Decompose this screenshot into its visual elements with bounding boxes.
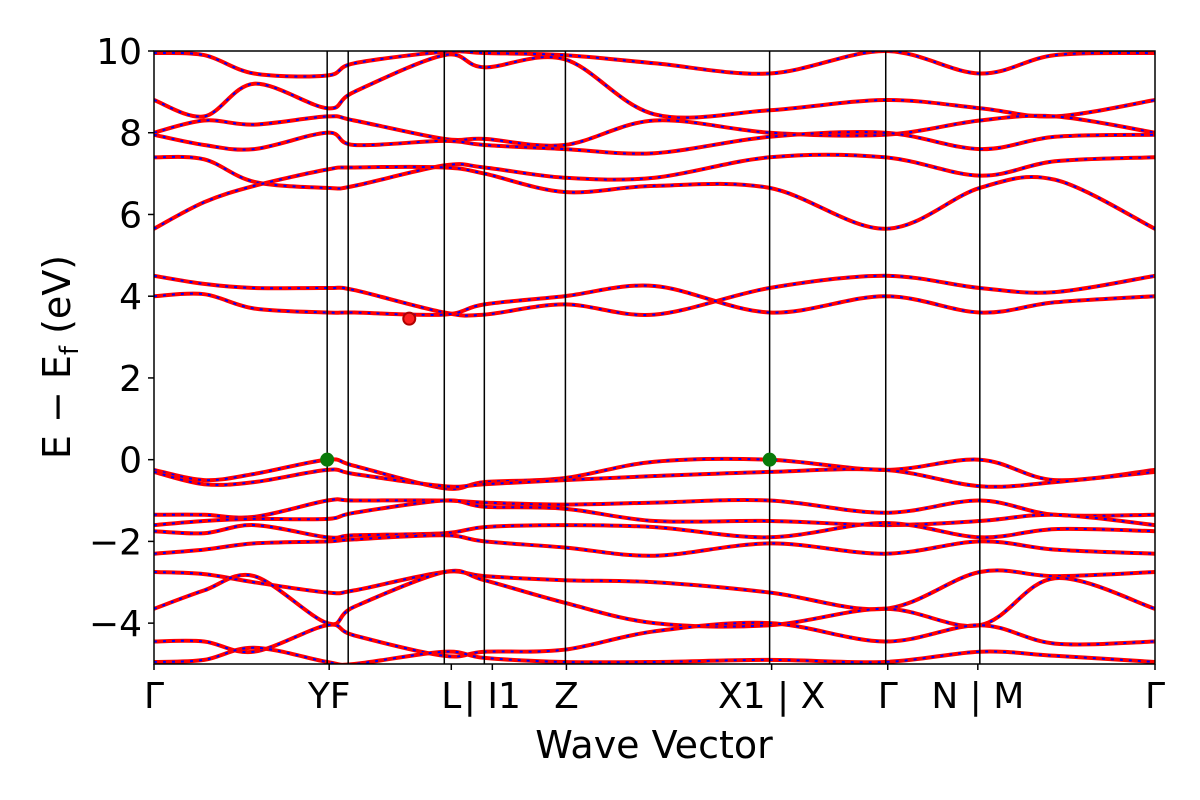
y-tick-label: −2: [89, 522, 142, 563]
x-tick-label: Γ: [878, 676, 898, 717]
band-line: [154, 130, 1155, 156]
band-14: [154, 533, 1155, 558]
band-15: [154, 568, 1155, 612]
band-2: [154, 52, 1155, 120]
band-line: [154, 467, 1155, 489]
x-tick-label: YF: [307, 676, 351, 717]
plot-frame: [153, 50, 1156, 665]
band-6: [154, 164, 1155, 231]
band-line: [154, 52, 1155, 120]
y-axis-title-tail: (eV): [35, 255, 79, 346]
y-axis-title: E − Ef (eV): [35, 255, 85, 459]
band-4: [154, 130, 1155, 156]
band-line: [154, 152, 1155, 191]
y-tick-label: 8: [119, 114, 142, 155]
band-5: [154, 152, 1155, 191]
x-tick-label: L: [441, 676, 461, 717]
extremum-marker: [762, 452, 777, 467]
band-18: [154, 645, 1155, 664]
y-axis-title-subscript: f: [55, 345, 85, 355]
band-dashed-overlay: [154, 114, 1155, 147]
y-axis-ticks: 10 8 6 4 2 0 −2 −4: [89, 32, 154, 645]
y-tick-label: −4: [89, 604, 142, 645]
band-10: [154, 467, 1155, 489]
bands-layer: [154, 51, 1155, 664]
extremum-marker: [402, 311, 417, 326]
band-dashed-overlay: [154, 646, 1155, 664]
x-tick-label: X1 | X: [718, 676, 825, 717]
band-dashed-overlay: [154, 51, 1155, 78]
band-dashed-overlay: [154, 569, 1155, 628]
band-3: [154, 113, 1155, 148]
band-line: [154, 113, 1155, 148]
band-line: [154, 568, 1155, 629]
y-tick-label: 10: [96, 32, 142, 73]
band-13: [154, 520, 1155, 540]
band-line: [154, 533, 1155, 558]
band-11: [154, 497, 1155, 520]
band-16: [154, 568, 1155, 629]
y-axis-title-main: E − E: [35, 355, 79, 459]
band-dashed-overlay: [154, 165, 1155, 230]
x-tick-label: N | M: [931, 676, 1024, 717]
y-tick-label: 4: [119, 277, 142, 318]
extremum-markers: [320, 311, 777, 467]
band-dashed-overlay: [154, 468, 1155, 488]
x-axis-title: Wave Vector: [535, 723, 773, 767]
x-tick-label: Z: [554, 676, 579, 717]
kpath-vertical-lines: [326, 51, 981, 664]
x-axis-ticks: Γ YF L | I1 Z X1 | X Γ N | M Γ: [144, 664, 1165, 717]
band-1: [154, 51, 1155, 79]
x-tick-label: Γ: [144, 676, 164, 717]
band-dashed-overlay: [154, 274, 1155, 317]
y-tick-label: 0: [119, 441, 142, 482]
y-tick-label: 6: [119, 195, 142, 236]
x-tick-label: Γ: [1145, 676, 1165, 717]
y-tick-label: 2: [119, 359, 142, 400]
x-tick-label: | I1: [464, 676, 521, 717]
band-line: [154, 497, 1155, 520]
band-line: [154, 51, 1155, 79]
band-line: [154, 568, 1155, 612]
band-dashed-overlay: [154, 534, 1155, 557]
extremum-marker: [320, 452, 335, 467]
